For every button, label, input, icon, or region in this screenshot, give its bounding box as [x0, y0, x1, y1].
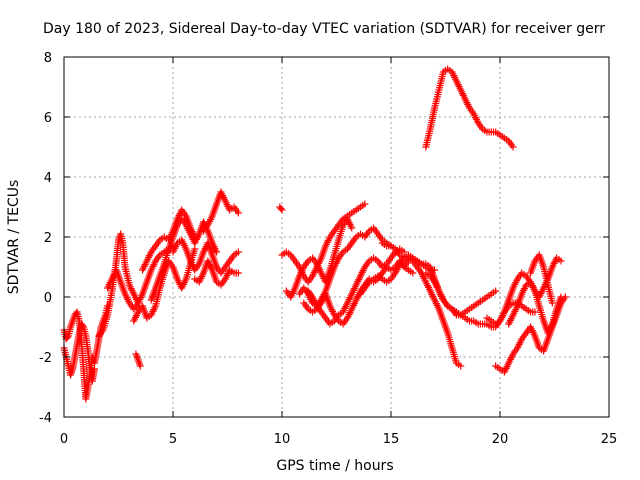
series-seg24 [505, 278, 565, 337]
series-seg4 [132, 350, 144, 370]
data-point [191, 245, 199, 253]
series-seg20 [400, 254, 539, 331]
x-tick-label: 25 [601, 432, 618, 447]
series-seg9 [169, 236, 242, 277]
x-axis-label: GPS time / hours [276, 458, 393, 474]
data-points [60, 65, 569, 403]
data-point [457, 362, 465, 370]
data-point [63, 334, 71, 341]
data-point [278, 206, 286, 214]
grid-lines [64, 57, 609, 417]
series-seg23 [492, 293, 569, 376]
data-point [234, 269, 242, 277]
series-seg25 [527, 251, 556, 307]
data-point [548, 299, 556, 307]
series-seg8 [147, 215, 221, 304]
data-point [79, 322, 87, 329]
axis-ticks: 0 5 10 15 20 25 -4 -2 0 2 4 6 8 [39, 51, 617, 447]
data-point [409, 269, 417, 277]
series-seg26 [422, 65, 517, 151]
x-tick-label: 15 [383, 432, 400, 447]
data-point [234, 209, 242, 217]
y-tick-label: 6 [44, 111, 52, 126]
series-seg19 [378, 239, 465, 370]
x-tick-label: 10 [274, 432, 291, 447]
data-point [492, 287, 500, 295]
data-point [136, 362, 144, 370]
data-point [400, 248, 408, 256]
series-seg21 [422, 269, 500, 319]
y-tick-label: -4 [39, 411, 52, 426]
y-tick-label: 0 [44, 291, 52, 306]
series-seg14 [282, 215, 356, 301]
x-tick-label: 5 [169, 432, 177, 447]
y-tick-label: -2 [39, 351, 52, 366]
series-seg10 [191, 257, 242, 289]
data-point [509, 143, 517, 151]
data-point [213, 248, 221, 256]
data-point [557, 293, 565, 301]
chart-title: Day 180 of 2023, Sidereal Day-to-day VTE… [43, 21, 605, 37]
y-axis-label: SDTVAR / TECUs [6, 180, 22, 295]
series-seg12 [276, 203, 286, 214]
series-seg2 [60, 320, 99, 385]
data-point [361, 200, 369, 208]
data-point [531, 308, 539, 316]
y-tick-label: 4 [44, 171, 52, 186]
x-tick-label: 0 [60, 432, 68, 447]
y-tick-label: 8 [44, 51, 52, 66]
data-point [348, 224, 356, 232]
data-point [277, 205, 285, 212]
data-point [91, 365, 99, 373]
data-point [557, 257, 565, 265]
series-seg5 [104, 242, 177, 313]
series-seg3 [95, 230, 142, 340]
data-point [234, 248, 242, 256]
x-tick-label: 20 [492, 432, 509, 447]
y-tick-label: 2 [44, 231, 52, 246]
series-seg11 [200, 188, 242, 235]
